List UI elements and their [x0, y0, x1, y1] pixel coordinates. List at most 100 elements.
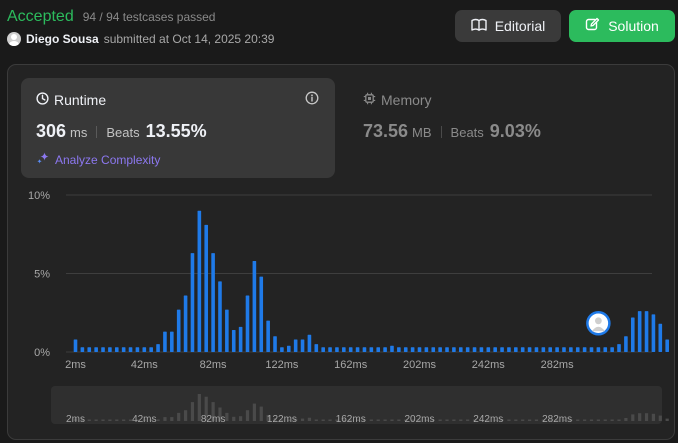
histogram-bar[interactable] [603, 347, 608, 352]
histogram-bar[interactable] [176, 309, 181, 352]
histogram-bar[interactable] [225, 309, 229, 352]
histogram-bar[interactable] [431, 347, 436, 352]
histogram-bar[interactable] [266, 320, 270, 352]
histogram-bar[interactable] [479, 347, 484, 352]
histogram-bar[interactable] [231, 330, 236, 352]
histogram-bar[interactable] [624, 336, 628, 352]
histogram-bar[interactable] [121, 347, 126, 352]
analyze-complexity-link[interactable]: Analyze Complexity [36, 151, 160, 168]
histogram-bar[interactable] [665, 339, 669, 352]
histogram-bar[interactable] [286, 345, 291, 352]
histogram-bar[interactable] [596, 347, 601, 352]
histogram-bar[interactable] [273, 336, 277, 352]
histogram-bar[interactable] [190, 253, 195, 352]
histogram-bar[interactable] [335, 347, 339, 352]
histogram-bar[interactable] [156, 344, 160, 352]
histogram-bar[interactable] [630, 317, 635, 352]
histogram-bar[interactable] [458, 347, 463, 352]
histogram-bar[interactable] [417, 347, 422, 352]
histogram-bar[interactable] [280, 347, 284, 352]
histogram-bar[interactable] [403, 347, 408, 352]
histogram-bar[interactable] [238, 326, 243, 352]
histogram-bar[interactable] [135, 347, 140, 352]
histogram-bar[interactable] [438, 347, 442, 352]
histogram-bar[interactable] [452, 347, 456, 352]
histogram-bar[interactable] [245, 295, 250, 352]
histogram-bar[interactable] [252, 260, 257, 352]
histogram-bar[interactable] [493, 347, 497, 352]
histogram-bar[interactable] [376, 347, 381, 352]
histogram-bar[interactable] [328, 347, 332, 352]
histogram-bar[interactable] [575, 347, 580, 352]
user-avatar[interactable] [7, 32, 21, 46]
histogram-bar[interactable] [348, 347, 353, 352]
histogram-bar[interactable] [183, 295, 188, 352]
histogram-bar[interactable] [73, 339, 78, 352]
histogram-bar[interactable] [369, 347, 374, 352]
histogram-bar[interactable] [87, 347, 92, 352]
histogram-bar[interactable] [589, 347, 594, 352]
histogram-bar[interactable] [300, 339, 305, 352]
histogram-bar[interactable] [617, 344, 621, 352]
histogram-bar[interactable] [101, 347, 105, 352]
histogram-bar[interactable] [465, 347, 470, 352]
histogram-bar[interactable] [644, 311, 649, 352]
memory-card[interactable]: Memory 73.56 MB Beats 9.03% [363, 78, 643, 178]
editorial-button[interactable]: Editorial [455, 10, 561, 42]
histogram-bar[interactable] [500, 347, 504, 352]
histogram-bar[interactable] [520, 347, 525, 352]
histogram-bar[interactable] [472, 347, 477, 352]
histogram-bar[interactable] [637, 311, 642, 352]
histogram-bar[interactable] [94, 347, 98, 352]
histogram-bar[interactable] [362, 347, 367, 352]
histogram-bar[interactable] [651, 314, 656, 352]
histogram-bar[interactable] [569, 347, 573, 352]
histogram-bar[interactable] [541, 347, 546, 352]
histogram-bar[interactable] [562, 347, 566, 352]
histogram-bar[interactable] [163, 331, 167, 352]
histogram-bar[interactable] [307, 334, 312, 352]
histogram-bar[interactable] [390, 345, 394, 352]
histogram-bar[interactable] [548, 347, 553, 352]
histogram-bar[interactable] [211, 253, 215, 352]
overview-bar [404, 419, 408, 421]
histogram-bar[interactable] [108, 347, 112, 352]
histogram-bar[interactable] [527, 347, 532, 352]
user-name-link[interactable]: Diego Sousa [26, 32, 99, 46]
histogram-bar[interactable] [321, 347, 325, 352]
histogram-bar[interactable] [259, 276, 264, 352]
histogram-bar[interactable] [582, 347, 587, 352]
histogram-bar[interactable] [424, 347, 429, 352]
histogram-bar[interactable] [197, 210, 202, 352]
histogram-bar[interactable] [410, 347, 415, 352]
histogram-bar[interactable] [534, 347, 539, 352]
histogram-bar[interactable] [397, 347, 401, 352]
histogram-bar[interactable] [445, 347, 449, 352]
histogram-bar[interactable] [355, 347, 360, 352]
value-separator [96, 125, 98, 138]
histogram-bar[interactable] [342, 347, 346, 352]
histogram-bar[interactable] [610, 347, 614, 352]
histogram-bar[interactable] [383, 347, 387, 352]
histogram-bar[interactable] [80, 347, 85, 352]
info-icon[interactable] [305, 91, 319, 110]
histogram-bar[interactable] [218, 281, 222, 352]
histogram-bar[interactable] [293, 339, 298, 352]
histogram-bar[interactable] [514, 347, 518, 352]
chart-overview-navigator[interactable] [51, 386, 662, 424]
runtime-card[interactable]: Runtime 306 ms Beats 13.55% Analyze Comp… [21, 78, 335, 178]
histogram-bar[interactable] [114, 347, 119, 352]
histogram-bar[interactable] [149, 347, 153, 352]
histogram-bar[interactable] [507, 347, 511, 352]
histogram-bar[interactable] [170, 331, 174, 352]
solution-button[interactable]: Solution [569, 10, 675, 42]
histogram-bar[interactable] [486, 347, 491, 352]
histogram-bar[interactable] [314, 344, 319, 352]
overview-bar [397, 419, 401, 421]
histogram-bar[interactable] [204, 224, 209, 352]
histogram-bar[interactable] [128, 347, 133, 352]
histogram-bar[interactable] [142, 347, 147, 352]
histogram-bar[interactable] [658, 323, 663, 352]
histogram-bar[interactable] [555, 347, 559, 352]
